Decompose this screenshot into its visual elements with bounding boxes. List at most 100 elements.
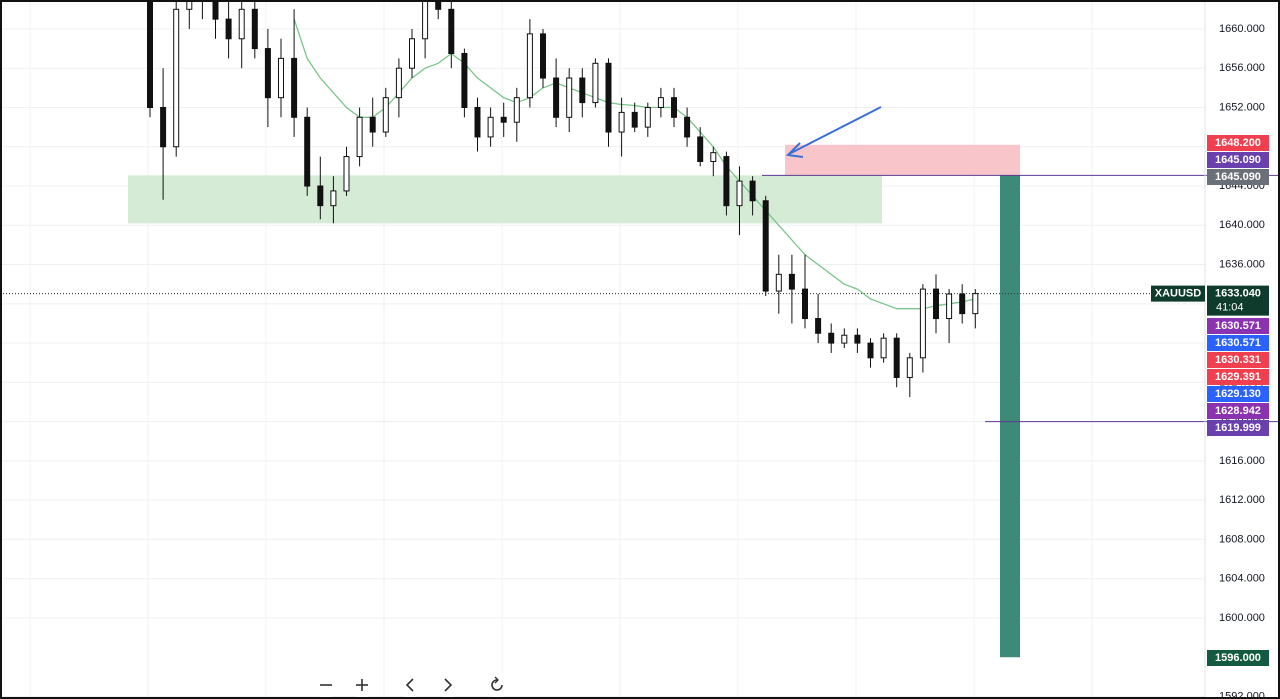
candle-body [291, 57, 298, 118]
candle-body [828, 332, 835, 344]
price-axis: 1660.0001656.0001652.0001648.0001644.000… [1151, 0, 1269, 699]
price-tag-label: 1645.090 [1215, 171, 1261, 183]
candle-body [540, 33, 546, 79]
candle-body [526, 33, 533, 99]
y-tick-label: 1636.000 [1219, 258, 1265, 270]
candle-body [736, 180, 743, 207]
candle-body [173, 8, 180, 148]
candle-body [657, 97, 664, 108]
candle-body [212, 0, 219, 20]
y-tick-label: 1612.000 [1219, 494, 1265, 506]
symbol-tag [1151, 285, 1205, 302]
marks [147, 0, 979, 398]
candle-body [788, 273, 795, 290]
y-tick-label: 1600.000 [1219, 612, 1265, 624]
symbol-label: XAUUSD [1155, 288, 1202, 300]
price-tag [1207, 335, 1269, 351]
price-tag-label: 1630.571 [1215, 320, 1261, 332]
candle-body [749, 180, 756, 202]
candle-body [880, 337, 887, 359]
candle-body [919, 288, 926, 359]
candle-body [644, 106, 651, 128]
annotation-arrow [785, 106, 882, 158]
y-tick-label: 1604.000 [1219, 573, 1265, 585]
toolbar [313, 672, 510, 698]
price-tag [1207, 369, 1269, 385]
countdown: 41:04 [1216, 302, 1244, 314]
candle-body [382, 97, 389, 133]
y-tick-label: 1608.000 [1219, 533, 1265, 545]
candle-body [946, 293, 953, 320]
candle-body [317, 185, 324, 207]
price-tag [1207, 650, 1269, 666]
price-tag [1207, 420, 1269, 436]
y-tick-label: 1616.000 [1219, 455, 1265, 467]
candle-body [684, 116, 691, 138]
candle-body [815, 318, 822, 334]
price-tag [1207, 135, 1269, 151]
candle-body [893, 337, 900, 378]
candle-body [369, 116, 376, 133]
price-tag [1207, 352, 1269, 368]
candle-body [330, 190, 337, 207]
y-tick-label: 1656.000 [1219, 62, 1265, 74]
price-tag [1207, 386, 1269, 402]
last-price-label: 1633.040 [1215, 288, 1261, 300]
candle-body [356, 116, 363, 158]
candle-body [775, 273, 782, 292]
y-tick-label: 1660.000 [1219, 23, 1265, 35]
candle-body [802, 288, 808, 320]
candle-body [186, 0, 193, 10]
candle-body [723, 156, 730, 207]
price-tag-label: 1630.571 [1215, 337, 1261, 349]
price-tag [1207, 152, 1269, 168]
price-tag [1207, 403, 1269, 419]
candle-body [566, 77, 573, 118]
candle-body [697, 136, 704, 162]
zoom-out-button[interactable] [313, 672, 339, 698]
price-tag-label: 1645.090 [1215, 154, 1261, 166]
candle-body [304, 116, 311, 187]
candle-body [631, 111, 638, 128]
price-tag-label: 1628.942 [1215, 405, 1261, 417]
price-tag [1207, 318, 1269, 334]
candle-body [618, 111, 625, 133]
reset-button[interactable] [484, 672, 510, 698]
candle-body [448, 8, 455, 54]
candle-body [579, 77, 586, 104]
candle-body [474, 106, 481, 138]
price-tag-label: 1596.000 [1215, 652, 1261, 664]
scroll-left-button[interactable] [397, 672, 423, 698]
candle-body [605, 62, 612, 133]
price-tag-label: 1629.130 [1215, 388, 1261, 400]
candle-body [500, 116, 507, 123]
y-tick-label: 1652.000 [1219, 101, 1265, 113]
candle-body [422, 0, 429, 40]
candle-body [671, 97, 677, 118]
candle-body [841, 334, 848, 344]
candle-body [959, 293, 966, 315]
price-tag-label: 1619.999 [1215, 422, 1261, 434]
candle-body [487, 116, 494, 138]
zone [128, 175, 882, 224]
candle-body [343, 156, 350, 192]
price-tag-label: 1648.200 [1215, 137, 1261, 149]
y-tick-label: 1592.000 [1219, 690, 1265, 699]
zone [785, 144, 1020, 176]
y-tick-label: 1640.000 [1219, 219, 1265, 231]
candle-body [395, 67, 402, 99]
last-price-tag [1207, 285, 1269, 316]
candle-body [251, 8, 258, 50]
scroll-right-button[interactable] [435, 672, 461, 698]
candle-body [867, 342, 874, 359]
candle-body [409, 38, 415, 69]
zoom-in-button[interactable] [349, 672, 375, 698]
candle-body [513, 97, 520, 123]
candle-body [710, 152, 717, 162]
candle-body [160, 106, 167, 148]
candle-body [933, 288, 939, 320]
candle-body [906, 357, 913, 378]
